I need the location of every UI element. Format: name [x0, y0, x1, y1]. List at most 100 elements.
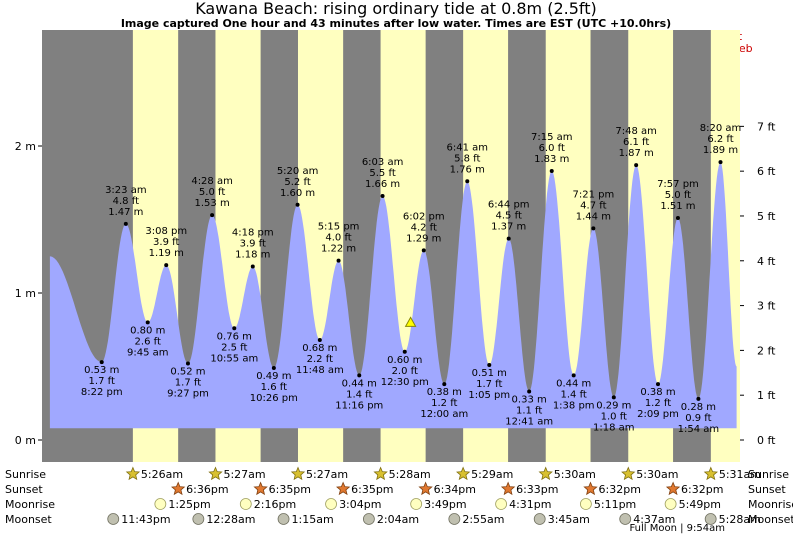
right-axis-tick-label: 2 ft [757, 344, 776, 357]
extremum-label: 0.80 m [130, 325, 165, 336]
left-axis-tick-label: 1 m [15, 287, 36, 300]
extremum-point [611, 395, 616, 400]
sunrise-icon [703, 466, 718, 481]
moonrise-icon [239, 498, 252, 510]
extremum-label: 0.53 m [84, 365, 119, 376]
extremum-label: 6.0 ft [539, 143, 565, 154]
extremum-label: 5.0 ft [199, 187, 225, 198]
sunrise-icon [538, 466, 553, 481]
extremum-label: 0.38 m [640, 387, 675, 398]
extremum-point [402, 349, 407, 354]
extremum-label: 10:55 am [210, 353, 258, 364]
moonrise-icon [325, 498, 337, 510]
moonset-time: 2:55am [462, 513, 504, 526]
right-axis-tick-label: 6 ft [757, 165, 776, 178]
extremum-point [465, 179, 470, 184]
extremum-label: 1.18 m [235, 250, 270, 261]
extremum-label: 1.4 ft [346, 389, 372, 400]
sunrise-icon [208, 466, 223, 481]
extremum-point [655, 382, 660, 387]
sunset-icon [336, 481, 351, 496]
extremum-label: 3:23 am [105, 185, 147, 196]
moonrise-icon [154, 498, 167, 510]
right-axis-tick-label: 5 ft [757, 210, 776, 223]
sunset-icon [665, 481, 681, 496]
extremum-label: 1:18 am [593, 422, 635, 433]
extremum-label: 4.8 ft [113, 196, 139, 207]
extremum-label: 7:15 am [531, 132, 573, 143]
moonset-icon [192, 513, 205, 525]
right-axis-tick-label: 0 ft [757, 434, 776, 447]
extremum-point [634, 163, 639, 168]
extremum-label: 0.60 m [387, 355, 422, 366]
extremum-label: 0.52 m [170, 367, 205, 378]
moonrise-icon [664, 498, 677, 510]
moonrise-time: 3:49pm [424, 498, 466, 511]
extremum-label: 4.5 ft [496, 211, 522, 222]
sunset-time: 6:32pm [681, 483, 723, 496]
extremum-label: 6.1 ft [623, 137, 649, 148]
extremum-point [571, 373, 576, 378]
astro-row-label-right: Moonset [748, 513, 793, 526]
extremum-label: 4.0 ft [325, 233, 351, 244]
extremum-label: 1.1 ft [516, 405, 542, 416]
sunset-time: 6:33pm [516, 483, 558, 496]
moonrise-time: 5:49pm [679, 498, 721, 511]
sunrise-time: 5:30am [554, 468, 596, 481]
moonrise-time: 3:04pm [339, 498, 381, 511]
extremum-label: 1.19 m [149, 248, 184, 259]
extremum-label: 1.89 m [703, 145, 738, 156]
extremum-point [357, 373, 362, 378]
extremum-label: 4.2 ft [411, 222, 437, 233]
extremum-label: 2.0 ft [392, 366, 418, 377]
extremum-label: 8:20 am [700, 123, 742, 134]
extremum-point [506, 236, 511, 241]
extremum-point [317, 338, 322, 343]
tide-curve-area [49, 162, 737, 429]
left-axis-meters: 0 m 1 m 2 m [15, 140, 42, 447]
moonset-icon [277, 513, 290, 525]
extremum-point [145, 320, 150, 325]
extremum-point [123, 221, 128, 226]
extremum-label: 9:27 pm [167, 389, 209, 400]
extremum-label: 1:54 am [678, 424, 720, 435]
moonset-time: 3:45am [548, 513, 590, 526]
extremum-label: 11:48 am [296, 365, 344, 376]
astro-row-label-left: Sunset [5, 483, 43, 496]
extremum-label: 1.2 ft [645, 398, 671, 409]
astro-row-label-left: Moonset [5, 513, 52, 526]
extremum-label: 2.5 ft [221, 342, 247, 353]
extremum-point [185, 361, 190, 366]
extremum-label: 8:22 pm [81, 387, 123, 398]
extremum-label: 4.7 ft [580, 200, 606, 211]
moonrise-time: 5:11pm [594, 498, 636, 511]
extremum-label: 6:44 pm [488, 200, 530, 211]
extremum-label: 1.60 m [280, 188, 315, 199]
extremum-point [442, 382, 447, 387]
moonset-icon [704, 513, 717, 525]
extremum-point [164, 263, 169, 268]
sunset-icon [500, 481, 516, 496]
extremum-label: 0.49 m [256, 371, 291, 382]
extremum-label: 5.2 ft [284, 177, 310, 188]
astronomy-rows: Sunrise Sunrise 5:26am 5:27am 5:27am 5:28am 5:… [5, 466, 793, 526]
moonset-time: 11:43pm [121, 513, 170, 526]
extremum-label: 0.28 m [681, 402, 716, 413]
extremum-label: 5.0 ft [665, 190, 691, 201]
extremum-label: 12:30 pm [381, 377, 429, 388]
left-axis-tick-label: 2 m [15, 140, 36, 153]
extremum-label: 5:20 am [277, 166, 319, 177]
moonset-icon [362, 513, 375, 525]
extremum-label: 1.47 m [108, 207, 143, 218]
extremum-label: 1.51 m [660, 201, 695, 212]
extremum-label: 6:03 am [362, 157, 404, 168]
sunrise-time: 5:28am [389, 468, 431, 481]
extremum-label: 3.9 ft [153, 237, 179, 248]
extremum-label: 1.22 m [321, 244, 356, 255]
extremum-label: 1.4 ft [561, 389, 587, 400]
right-axis-feet: 0 ft 1 ft 2 ft 3 ft 4 ft 5 ft 6 ft 7 ft [740, 120, 776, 447]
extremum-label: 2.2 ft [307, 354, 333, 365]
extremum-label: 1.2 ft [431, 398, 457, 409]
sunset-icon [583, 481, 598, 496]
